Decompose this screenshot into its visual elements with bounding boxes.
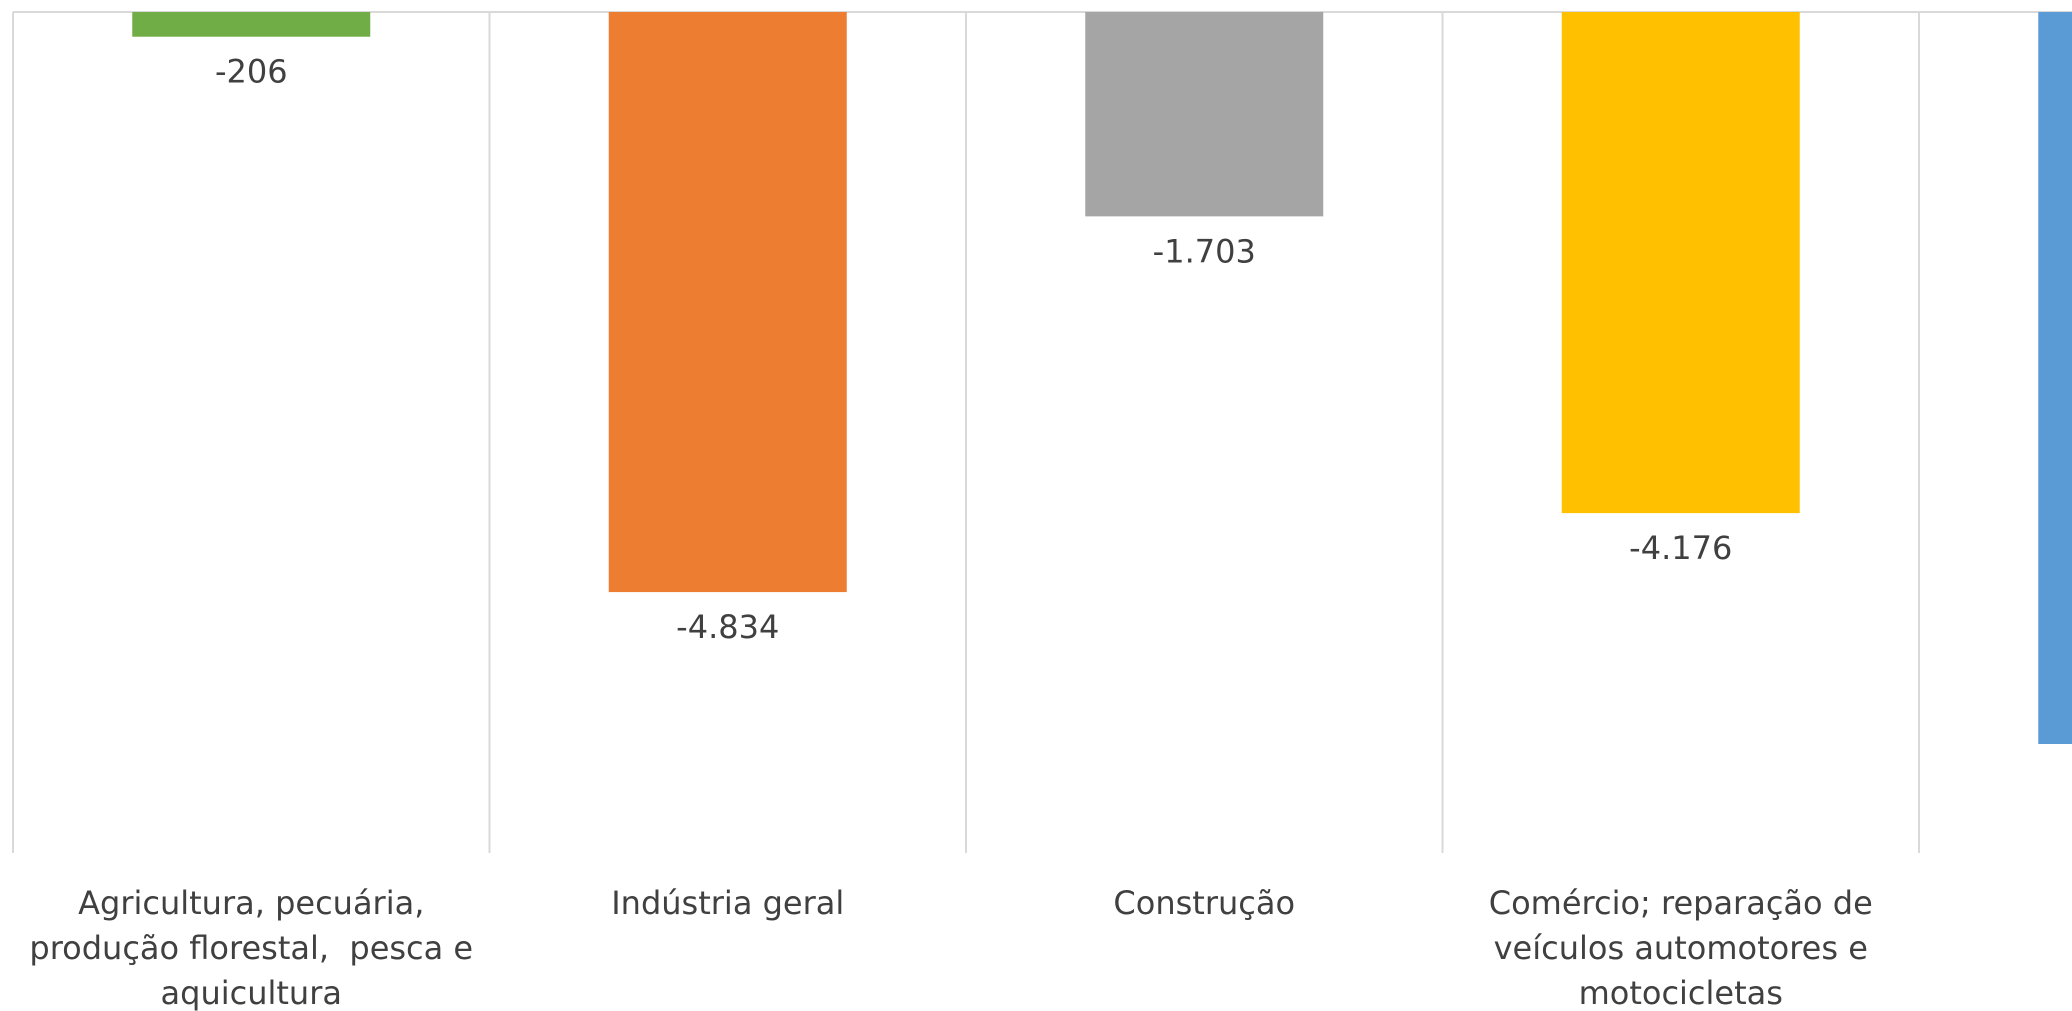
category-labels: Agricultura, pecuária, produção florestal… bbox=[29, 884, 1872, 1011]
category-label: produção florestal, pesca e bbox=[29, 929, 473, 967]
bar bbox=[1085, 12, 1324, 217]
category-label: Construção bbox=[1113, 884, 1295, 922]
data-labels: -206 -4.834 -1.703 -4.176 bbox=[215, 53, 1732, 646]
bar bbox=[132, 12, 371, 37]
bar bbox=[608, 12, 847, 593]
category-label: Agricultura, pecuária, bbox=[78, 884, 424, 922]
category-label: Comércio; reparação de bbox=[1489, 884, 1873, 922]
category-label: motocicletas bbox=[1579, 974, 1783, 1011]
bar bbox=[1561, 12, 1800, 514]
data-label: -4.834 bbox=[676, 608, 779, 646]
data-label: -4.176 bbox=[1629, 529, 1732, 567]
data-label: -1.703 bbox=[1153, 232, 1256, 270]
bar bbox=[2038, 12, 2072, 744]
category-label: Indústria geral bbox=[611, 884, 844, 922]
data-label: -206 bbox=[215, 53, 288, 91]
bar-series bbox=[132, 12, 2072, 744]
category-label: aquicultura bbox=[161, 974, 342, 1011]
category-label: veículos automotores e bbox=[1494, 929, 1868, 967]
